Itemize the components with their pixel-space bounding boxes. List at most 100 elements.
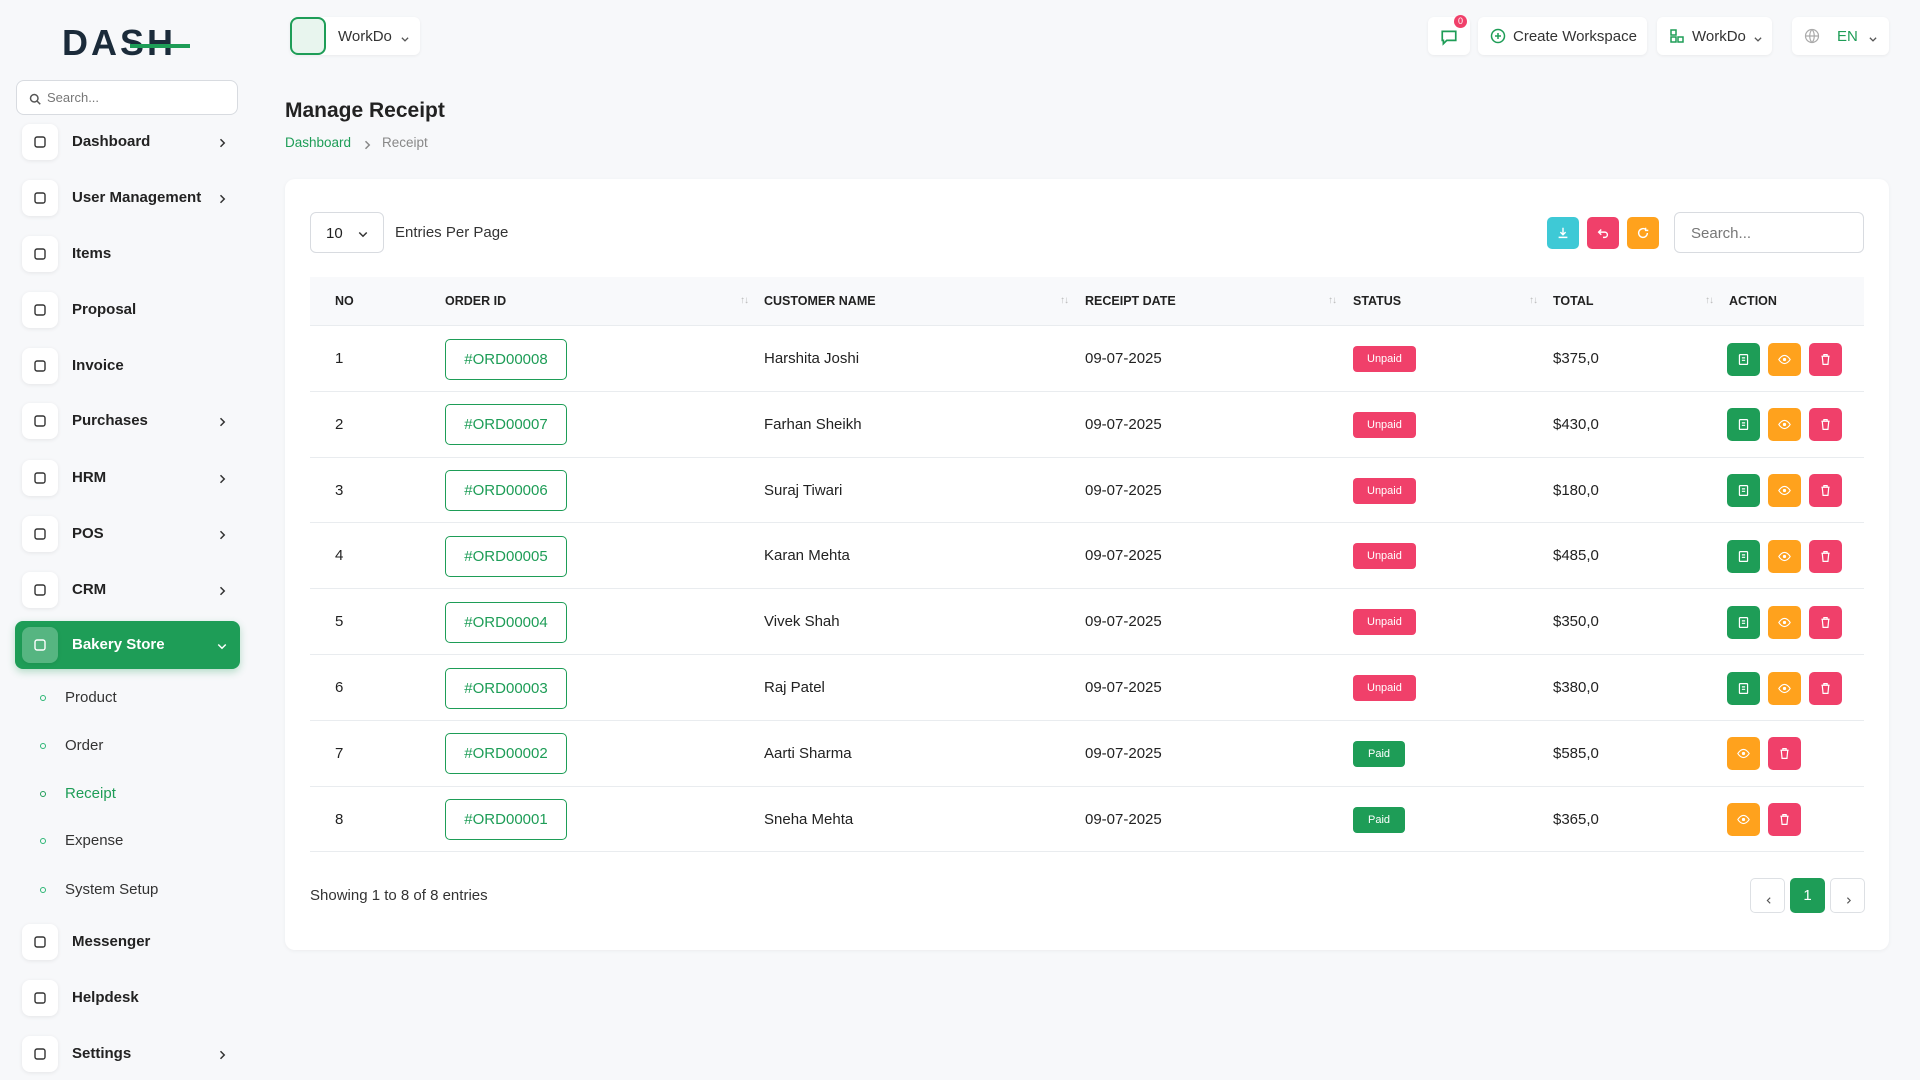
menu-item[interactable]: User Management	[72, 189, 202, 206]
status-badge: Paid	[1353, 806, 1406, 833]
action-button[interactable]	[1768, 408, 1801, 442]
order-id[interactable]: #ORD00005	[445, 535, 567, 577]
row-number: 7	[335, 744, 344, 762]
icon-glyph	[1778, 354, 1791, 364]
menu-item[interactable]: Items	[72, 245, 112, 262]
order-id[interactable]: #ORD00007	[445, 404, 567, 446]
menu-item[interactable]: HRM	[72, 469, 107, 486]
icon-glyph	[219, 530, 226, 540]
menu-item[interactable]: Settings	[72, 1045, 132, 1062]
action-button[interactable]	[1727, 605, 1760, 639]
menu-item[interactable]: CRM	[72, 581, 107, 598]
table-search[interactable]: Search...	[1674, 212, 1864, 253]
icon	[32, 358, 48, 374]
icon-glyph	[1778, 551, 1791, 562]
icon	[1819, 418, 1832, 431]
icon	[1778, 813, 1791, 826]
action-button[interactable]	[1768, 671, 1801, 705]
total: $180,0	[1553, 481, 1599, 499]
icon	[1737, 616, 1750, 629]
menu-item[interactable]: Invoice	[72, 357, 124, 374]
action-button[interactable]	[1809, 605, 1842, 639]
menu-item[interactable]: Bakery Store	[72, 636, 165, 653]
breadcrumb-current: Receipt	[382, 135, 428, 150]
action-button[interactable]	[1809, 539, 1842, 573]
column-header[interactable]: ORDER ID	[445, 294, 507, 308]
menu-item[interactable]: Purchases	[72, 412, 148, 429]
icon	[1490, 28, 1506, 44]
column-header[interactable]: TOTAL	[1553, 294, 1594, 308]
action-button[interactable]	[1809, 342, 1842, 376]
workspace-switcher[interactable]: WorkDo	[290, 17, 420, 55]
submenu-item[interactable]: Receipt	[65, 785, 116, 802]
icon-glyph	[1804, 28, 1820, 44]
page-button[interactable]	[1750, 878, 1785, 913]
submenu-item[interactable]: Expense	[65, 832, 124, 849]
language[interactable]: EN	[1792, 17, 1889, 55]
menu-item[interactable]: Messenger	[72, 933, 151, 950]
menu-icon-box	[22, 180, 58, 216]
action-button[interactable]	[1727, 737, 1760, 771]
action-button[interactable]	[1768, 474, 1801, 508]
menu-item[interactable]: Dashboard	[72, 133, 151, 150]
action-button[interactable]	[1727, 408, 1760, 442]
action-button[interactable]	[1809, 474, 1842, 508]
action-button[interactable]	[1809, 671, 1842, 705]
icon	[32, 1046, 48, 1062]
action-button[interactable]	[1768, 605, 1801, 639]
toolbar-button[interactable]	[1587, 217, 1619, 249]
column-header[interactable]: STATUS	[1353, 294, 1402, 308]
row-number: 1	[335, 350, 344, 367]
submenu-item[interactable]: Order	[65, 737, 104, 754]
order-id[interactable]: #ORD00002	[445, 733, 567, 775]
table-row	[310, 787, 1864, 853]
action-button[interactable]	[1727, 539, 1760, 573]
menu-item[interactable]: Proposal	[72, 301, 137, 318]
icon-glyph	[34, 992, 46, 1004]
icon	[1669, 28, 1685, 44]
action-button[interactable]	[1768, 737, 1801, 771]
submenu-item[interactable]: Product	[65, 689, 117, 706]
icon	[216, 415, 228, 427]
action-button[interactable]	[1727, 342, 1760, 376]
action-button[interactable]	[1768, 803, 1801, 837]
sort-icon: ↑↓	[1328, 295, 1337, 306]
submenu-item[interactable]: System Setup	[65, 881, 159, 898]
menu-icon-box	[22, 124, 58, 160]
workspace-menu[interactable]: WorkDo	[1657, 17, 1772, 55]
column-header[interactable]: NO	[335, 294, 354, 308]
icon-glyph	[219, 417, 226, 427]
breadcrumb-link[interactable]: Dashboard	[285, 135, 352, 150]
order-id[interactable]: #ORD00004	[445, 601, 567, 643]
menu-icon-box	[22, 292, 58, 328]
order-id[interactable]: #ORD00008	[445, 338, 567, 380]
page-size-select[interactable]: 10	[310, 212, 384, 253]
column-header[interactable]: CUSTOMER NAME	[764, 294, 876, 308]
total: $585,0	[1553, 744, 1599, 762]
sidebar-search[interactable]: Search...	[16, 80, 238, 115]
menu-item[interactable]: POS	[72, 525, 104, 542]
icon	[1778, 484, 1791, 497]
page-current[interactable]: 1	[1790, 878, 1825, 913]
action-button[interactable]	[1727, 671, 1760, 705]
action-button[interactable]	[1727, 803, 1760, 837]
notifications[interactable]: 0	[1428, 15, 1470, 55]
toolbar-button[interactable]	[1627, 217, 1659, 249]
column-header[interactable]: RECEIPT DATE	[1085, 294, 1176, 308]
menu-icon-box	[22, 348, 58, 384]
create-workspace[interactable]: Create Workspace	[1478, 17, 1647, 55]
order-id[interactable]: #ORD00001	[445, 799, 567, 841]
order-id[interactable]: #ORD00006	[445, 470, 567, 512]
action-button[interactable]	[1727, 474, 1760, 508]
action-button[interactable]	[1809, 408, 1842, 442]
icon	[1819, 550, 1832, 563]
order-id[interactable]: #ORD00003	[445, 667, 567, 709]
icon-glyph	[1766, 897, 1771, 904]
page-button[interactable]	[1830, 878, 1865, 913]
menu-item[interactable]: Helpdesk	[72, 989, 139, 1006]
toolbar-button[interactable]	[1547, 217, 1579, 249]
action-button[interactable]	[1768, 539, 1801, 573]
total: $380,0	[1553, 679, 1599, 696]
icon-glyph	[34, 936, 46, 948]
action-button[interactable]	[1768, 342, 1801, 376]
